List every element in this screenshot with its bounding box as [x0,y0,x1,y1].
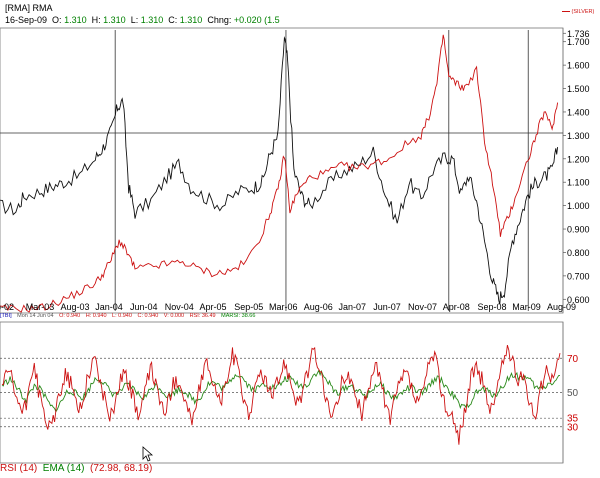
info-item: Mon 14 Jun 04 [17,313,54,319]
ema-legend-label: EMA (14) [42,463,85,474]
x-tick-label: Apr-08 [443,302,470,312]
overlay-legend: (SILVER) [562,9,594,15]
x-tick-label: Apr-05 [200,302,227,312]
x-tick-label: Nov-07 [408,302,437,312]
main-chart-layer: 0.600 0.700 0.800 0.900 1.000 1.100 1.200 1.300… [0,29,590,313]
x-tick-label: Jan-07 [339,302,367,312]
quote-date: 16-Sep-09 [5,15,48,25]
close-value: 1.310 [179,15,203,25]
rsi-tick-label: 30 [567,422,579,433]
x-tick-label: Mar-09 [512,302,541,312]
y-tick-label: 1.300 [567,131,590,141]
info-item: [TBI] [0,313,12,319]
y-tick-label: 0.700 [567,271,590,281]
y-tick-label: 0.800 [567,248,590,258]
change-label: Chng: [207,15,232,25]
series-line-rma [0,36,559,305]
low-label: L: [130,15,139,25]
open-label: O: [52,15,62,25]
y-tick-label: 1.200 [567,154,590,164]
info-item: V: 0.000 [163,313,185,319]
y-tick-label: 0.900 [567,225,590,235]
mouse-cursor-icon [142,446,154,462]
x-tick-label: Aug-03 [61,302,90,312]
y-tick-label: 1.600 [567,61,590,71]
indicator-values: (72.98, 68.19) [90,463,153,474]
rsi-tick-label: 35 [567,414,579,425]
ohlc-line: 16-Sep-09 O: 1.310 H: 1.310 L: 1.310 C: … [5,15,280,25]
x-tick-label: Jan-04 [95,302,123,312]
info-item: RSI: 36.49 [189,313,216,319]
info-item: O: 0.940 [59,313,81,319]
x-tick-label: Mar-06 [269,302,298,312]
info-item: MARSI: 38.66 [221,313,256,319]
overlay-legend-swatch [562,11,570,13]
x-tick-label: Mar-03 [26,302,55,312]
x-tick-label: Jun-07 [373,302,401,312]
y-tick-label: 1.500 [567,84,590,94]
y-tick-label: 0.600 [567,295,590,305]
high-label: H: [91,15,101,25]
change-value: +0.020 (1.5 [233,15,280,25]
info-item: C: 0.940 [137,313,159,319]
x-tick-label: Nov-04 [165,302,194,312]
indicator-legend: RSI (14) EMA (14) (72.98, 68.19) [0,463,152,474]
x-tick-label: Jun-04 [130,302,158,312]
open-value: 1.310 [64,15,87,25]
info-item: H: 0.940 [85,313,107,319]
rsi-legend-label: RSI (14) [0,463,38,474]
symbol-title: [RMA] RMA [5,3,53,13]
overlay-legend-label: (SILVER) [571,9,595,15]
x-tick-label: Aug-06 [304,302,333,312]
crosshair-info-bar: [TBI] Mon 14 Jun 04 O: 0.940 H: 0.940 L:… [0,313,563,322]
high-value: 1.310 [103,15,126,25]
x-tick-label: ep-02 [0,302,14,312]
x-tick-label: Sep-08 [478,302,507,312]
x-tick-label: Aug-09 [547,302,576,312]
x-tick-label: Sep-05 [234,302,263,312]
y-tick-label: 1.700 [567,37,590,47]
series-line-silver [0,34,559,313]
rsi-line [1,344,561,445]
rsi-tick-label: 50 [567,388,579,399]
y-tick-label: 1.736 [567,29,590,39]
close-label: C: [168,15,178,25]
rsi-tick-label: 70 [567,354,579,365]
y-tick-label: 1.400 [567,107,590,117]
info-item: L: 0.940 [112,313,132,319]
low-value: 1.310 [140,15,164,25]
y-tick-label: 1.000 [567,201,590,211]
y-tick-label: 1.100 [567,178,590,188]
